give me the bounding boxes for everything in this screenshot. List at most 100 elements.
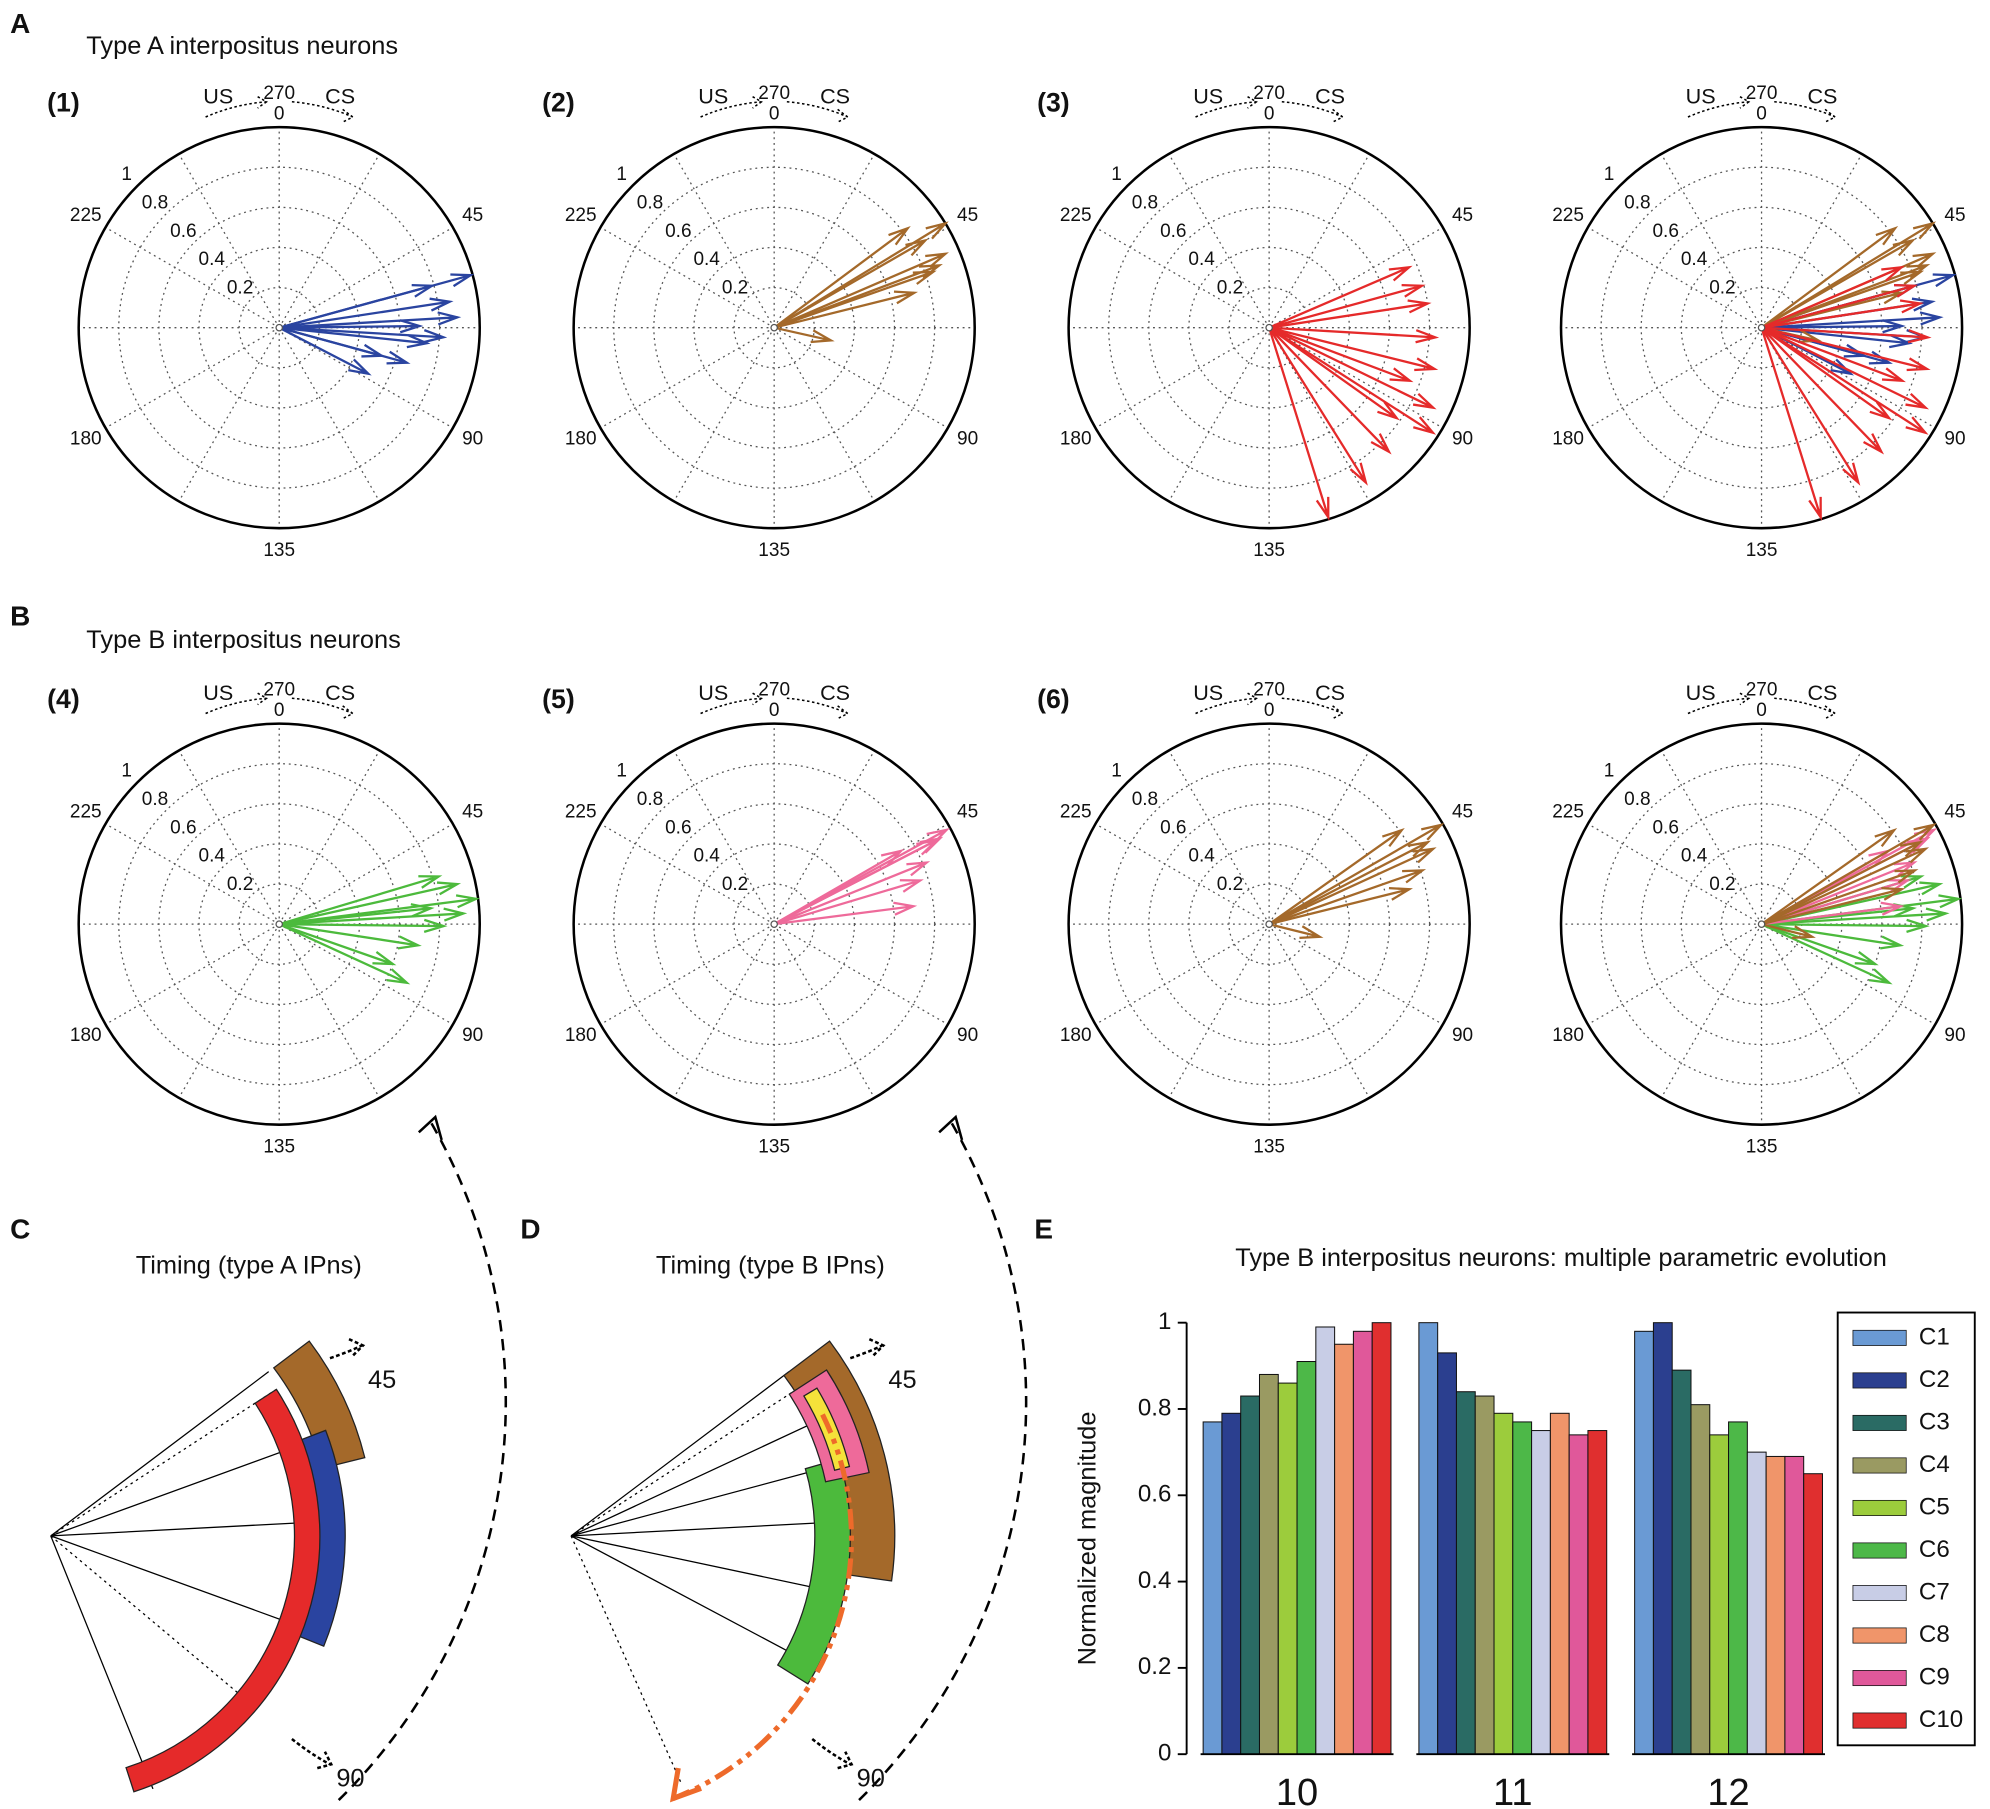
vector-arrow: [1268, 886, 1413, 926]
radius-grid-ring: [1228, 286, 1310, 369]
vector-arrow: [773, 290, 919, 329]
angle-tick-label: 135: [1253, 1137, 1285, 1158]
vector-arrow: [1268, 869, 1427, 926]
diagram-title: Timing (type A IPns): [136, 1252, 362, 1280]
angle-grid-line: [105, 226, 280, 329]
angle-tick-label: 135: [758, 540, 790, 561]
spoke: [1268, 923, 1370, 1099]
outer-circle: [572, 125, 976, 530]
diagram-shapes: [570, 1114, 1028, 1804]
bar: [1221, 1412, 1242, 1755]
polar-plot: 0.20.40.60.8 1 0 45 90 135 180 225 270 US CS (4): [47, 680, 483, 1158]
radius-tick-label: 0.4: [1188, 249, 1215, 270]
y-tick-label: 0.6: [1138, 1481, 1172, 1508]
y-tick-label: 0.2: [1138, 1653, 1172, 1680]
direction-arrow: [1281, 101, 1345, 123]
radius-grid-ring: [693, 843, 856, 1006]
radius-tick-label: 0.6: [1652, 221, 1678, 242]
outer-circle: [1067, 722, 1471, 1126]
diagram-shapes: [50, 1114, 508, 1804]
radius-grid-ring: [1640, 803, 1883, 1046]
radius-grid-ring: [1600, 166, 1923, 489]
radius-tick-label: 0.2: [1217, 874, 1243, 895]
vector-arrow: [279, 319, 424, 334]
radius-tick-label: 0.2: [722, 278, 748, 299]
radius-tick-label: 0.6: [170, 221, 196, 242]
vector-arrow: [773, 879, 924, 926]
plot-label: (3): [1037, 87, 1070, 117]
legend-label: C2: [1919, 1366, 1950, 1393]
angle-tick-label: 135: [1253, 540, 1285, 561]
vector-arrow: [1760, 326, 1885, 455]
spoke: [178, 153, 280, 328]
spoke: [773, 327, 875, 502]
bar: [1803, 1473, 1823, 1755]
angle-tick-label: 270: [1746, 680, 1778, 701]
radius-tick-label: 0.8: [637, 193, 663, 214]
direction-arrow: [700, 692, 763, 715]
y-tick-label: 0.8: [1138, 1394, 1172, 1421]
bar: [1315, 1326, 1336, 1755]
radius-tick-label: 1: [121, 164, 132, 185]
radius-grid-ring: [653, 803, 896, 1046]
legend-label: C10: [1919, 1706, 1963, 1733]
direction-label: CS: [325, 680, 355, 705]
vector-arrow: [773, 836, 944, 926]
radius-tick-label: 0.8: [1624, 193, 1650, 214]
spoke: [1268, 750, 1370, 925]
radius-tick-label: 0.6: [1652, 817, 1678, 838]
spoke: [673, 327, 775, 502]
direction-label: CS: [1315, 680, 1345, 705]
spoke: [673, 153, 775, 328]
vector-arrow: [1268, 327, 1368, 486]
legend-swatch: [1852, 1499, 1907, 1516]
guide-arc: [855, 1122, 1028, 1804]
radius-tick-label: 0.8: [637, 789, 663, 810]
vector-arrow: [1269, 326, 1440, 344]
spoke: [1660, 327, 1763, 502]
angle-tick-label: 0: [274, 103, 285, 124]
radius-tick-label: 1: [1604, 164, 1615, 185]
direction-arrow: [1687, 96, 1751, 118]
angle-grid-line: [1587, 923, 1762, 1025]
vector-arrow: [1761, 923, 1816, 940]
angle-label: 90: [336, 1764, 364, 1792]
bar: [1652, 1322, 1673, 1755]
vector-arrow: [278, 326, 372, 376]
angle-tick-label: 180: [70, 428, 102, 449]
bar: [1202, 1421, 1223, 1755]
radius-grid-ring: [1108, 166, 1431, 489]
timing-ray: [570, 1535, 813, 1665]
angle-tick-label: 135: [263, 540, 295, 561]
direction-label: CS: [1807, 680, 1837, 705]
vector-arrow: [1760, 326, 1929, 435]
legend-label: C5: [1919, 1493, 1950, 1520]
vector-arrow: [279, 326, 431, 349]
vector-arrow: [773, 252, 949, 329]
vector-arrow: [1761, 319, 1906, 334]
angle-grid-line: [278, 823, 454, 925]
legend-swatch: [1852, 1457, 1907, 1474]
outer-circle: [572, 722, 976, 1126]
radius-tick-label: 0.4: [693, 846, 720, 867]
vector-arrow: [1761, 265, 1906, 329]
bar: [1690, 1404, 1711, 1755]
outer-circle: [77, 125, 482, 530]
spoke: [278, 750, 381, 925]
radius-tick-label: 0.6: [1160, 817, 1186, 838]
angle-tick-label: 270: [263, 83, 295, 104]
angle-tick-label: 45: [957, 205, 978, 226]
bar: [1296, 1361, 1317, 1755]
angle-grid-line: [1587, 823, 1762, 925]
bar: [1671, 1369, 1692, 1755]
radius-grid-ring: [733, 286, 815, 369]
spoke: [178, 923, 280, 1099]
panel-letter: B: [10, 601, 30, 632]
vector-arrow: [1761, 901, 1905, 926]
vector-arrow: [1268, 326, 1392, 455]
radius-tick-label: 0.2: [227, 874, 253, 895]
direction-label: US: [203, 680, 233, 705]
vector-arrow: [1268, 822, 1445, 926]
legend-label: C8: [1919, 1621, 1950, 1648]
